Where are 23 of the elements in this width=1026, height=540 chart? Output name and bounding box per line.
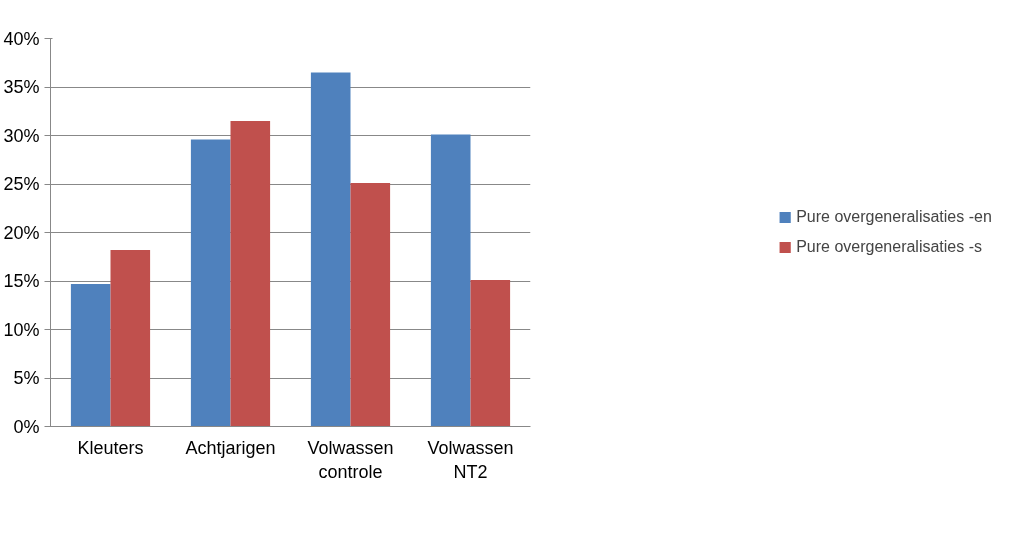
legend-label: Pure overgeneralisaties -en: [796, 208, 992, 226]
y-tick-label: 30%: [3, 125, 40, 146]
y-tick-label: 20%: [3, 222, 40, 243]
bar: [350, 183, 391, 427]
x-tick-label: Volwassen NT2: [427, 437, 514, 482]
y-tick-label: 0%: [13, 416, 40, 437]
bar: [110, 249, 151, 427]
y-tick-label: 5%: [13, 368, 40, 388]
y-tick-label: 15%: [3, 271, 40, 291]
bar: [70, 283, 111, 427]
x-tick-label: Volwassen controle: [307, 437, 394, 482]
y-tick-label: 10%: [3, 319, 40, 340]
y-tick-label: 25%: [3, 174, 40, 194]
bar: [230, 120, 271, 427]
bar: [310, 72, 351, 427]
bar: [190, 139, 231, 427]
bar: [430, 134, 471, 427]
legend-label: Pure overgeneralisaties -s: [796, 238, 983, 256]
y-tick-label: 40%: [3, 28, 40, 49]
y-tick-label: 35%: [3, 77, 40, 97]
x-tick-label: Achtjarigen: [185, 437, 276, 458]
x-tick-label: Kleuters: [77, 437, 144, 458]
bar: [470, 280, 511, 427]
